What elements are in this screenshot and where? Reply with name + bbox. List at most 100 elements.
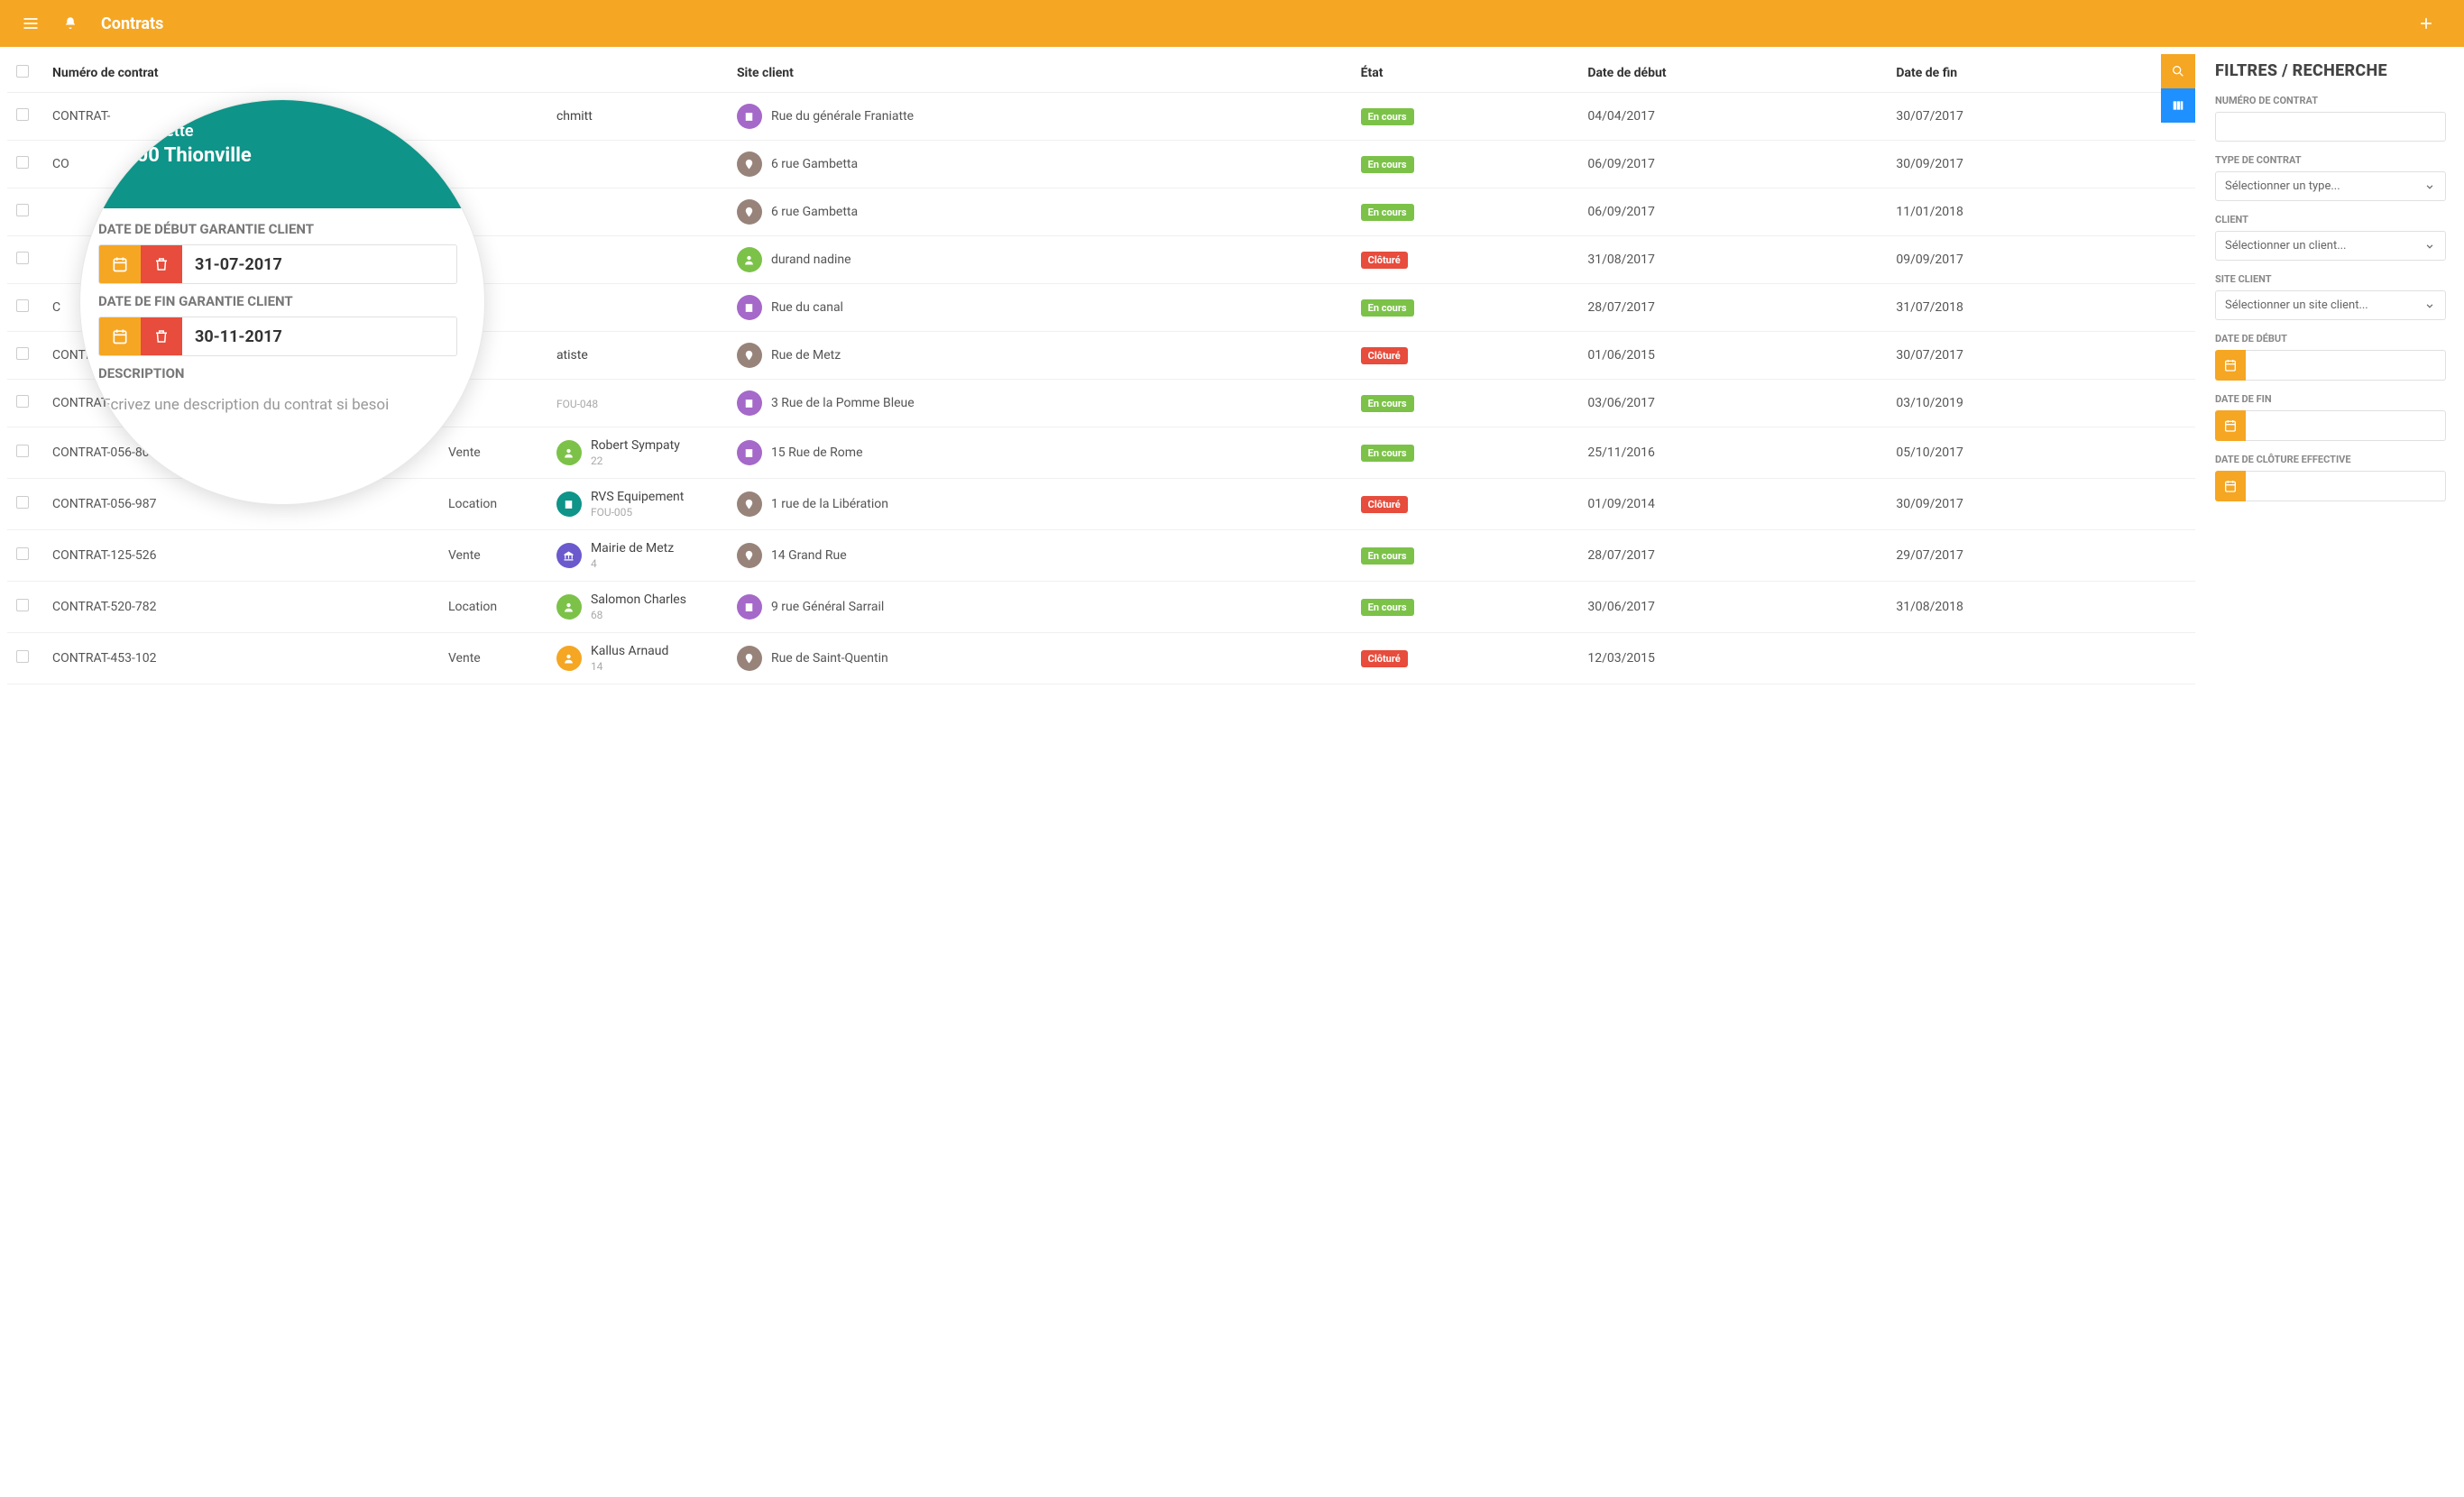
row-checkbox[interactable] [16, 108, 29, 121]
site-icon [737, 199, 762, 225]
filter-cloture-label: DATE DE CLÔTURE EFFECTIVE [2215, 454, 2446, 465]
magnifier-debut-clear-button[interactable] [141, 245, 182, 283]
client-icon [556, 594, 582, 620]
site-name: Rue de Saint-Quentin [771, 651, 888, 666]
notifications-button[interactable] [54, 7, 87, 40]
row-checkbox[interactable] [16, 299, 29, 312]
filter-num-input[interactable] [2215, 112, 2446, 142]
cell-fin: 31/07/2018 [1887, 284, 2159, 332]
magnifier-fin-calendar-button[interactable] [99, 317, 141, 355]
magnifier-fin-clear-button[interactable] [141, 317, 182, 355]
cell-num: CONTRAT-453-102 [43, 633, 439, 684]
client-name: Mairie de Metz [591, 541, 674, 556]
magnifier-fin-label: DATE DE FIN GARANTIE CLIENT [98, 293, 457, 309]
calendar-icon [111, 255, 129, 273]
chevron-down-icon [2423, 299, 2436, 312]
site-icon [737, 295, 762, 320]
site-name: 9 rue Général Sarrail [771, 600, 884, 614]
filter-client-select[interactable]: Sélectionner un client... [2215, 231, 2446, 261]
site-name: 6 rue Gambetta [771, 157, 858, 171]
row-checkbox[interactable] [16, 156, 29, 169]
client-sub: 4 [591, 557, 674, 570]
status-badge: En cours [1361, 547, 1414, 565]
filter-site-select[interactable]: Sélectionner un site client... [2215, 290, 2446, 320]
site-icon [737, 543, 762, 568]
cell-fin: 30/07/2017 [1887, 93, 2159, 141]
trash-icon [153, 256, 170, 272]
col-num: Numéro de contrat [43, 54, 439, 93]
row-checkbox[interactable] [16, 252, 29, 264]
table-row[interactable]: CONTRAT-453-102 Vente Kallus Arnaud 14 R… [7, 633, 2195, 684]
cell-debut: 06/09/2017 [1578, 188, 1887, 236]
site-name: 3 Rue de la Pomme Bleue [771, 396, 915, 410]
row-checkbox[interactable] [16, 599, 29, 611]
site-icon [737, 491, 762, 517]
filter-fin-calendar-button[interactable] [2215, 410, 2246, 441]
table-row[interactable]: CONTRAT-520-782 Location Salomon Charles… [7, 582, 2195, 633]
menu-button[interactable] [14, 7, 47, 40]
row-checkbox[interactable] [16, 650, 29, 663]
client-sub: FOU-005 [591, 506, 684, 519]
trash-icon [153, 328, 170, 344]
select-all-checkbox[interactable] [16, 65, 29, 78]
row-checkbox[interactable] [16, 496, 29, 509]
client-icon [556, 543, 582, 568]
search-button[interactable] [2161, 54, 2195, 88]
row-checkbox[interactable] [16, 395, 29, 408]
row-checkbox[interactable] [16, 204, 29, 216]
cell-fin: 09/09/2017 [1887, 236, 2159, 284]
cell-fin: 11/01/2018 [1887, 188, 2159, 236]
client-name: chmitt [556, 109, 593, 124]
cell-type: Vente [439, 427, 547, 479]
filter-debut-calendar-button[interactable] [2215, 350, 2246, 381]
add-button[interactable] [2410, 7, 2442, 40]
site-name: 14 Grand Rue [771, 548, 847, 563]
status-badge: En cours [1361, 156, 1414, 173]
magnifier-overlay: Lafayette 100 Thionville DATE DE DÉBUT G… [79, 99, 485, 505]
cell-num: CONTRAT-520-782 [43, 582, 439, 633]
calendar-icon [111, 327, 129, 345]
filter-debut-input[interactable] [2246, 350, 2446, 381]
columns-button[interactable] [2161, 88, 2195, 123]
filter-cloture-calendar-button[interactable] [2215, 471, 2246, 501]
status-badge: En cours [1361, 395, 1414, 412]
status-badge: Clôturé [1361, 252, 1408, 269]
filter-fin-input[interactable] [2246, 410, 2446, 441]
magnifier-desc-placeholder[interactable]: Ecrivez une description du contrat si be… [98, 389, 457, 421]
plus-icon [2417, 14, 2435, 32]
row-checkbox[interactable] [16, 547, 29, 560]
filter-num-label: NUMÉRO DE CONTRAT [2215, 95, 2446, 106]
table-row[interactable]: CONTRAT-125-526 Vente Mairie de Metz 4 1… [7, 530, 2195, 582]
menu-icon [22, 14, 40, 32]
status-badge: En cours [1361, 204, 1414, 221]
magnifier-desc-label: DESCRIPTION [98, 365, 457, 381]
filter-cloture-input[interactable] [2246, 471, 2446, 501]
site-icon [737, 247, 762, 272]
status-badge: Clôturé [1361, 496, 1408, 513]
cell-fin: 30/09/2017 [1887, 479, 2159, 530]
cell-type [439, 141, 547, 188]
status-badge: En cours [1361, 299, 1414, 317]
site-icon [737, 390, 762, 416]
cell-fin: 03/10/2019 [1887, 380, 2159, 427]
magnifier-debut-value: 31-07-2017 [182, 245, 456, 283]
client-icon [556, 491, 582, 517]
row-checkbox[interactable] [16, 347, 29, 360]
filter-site-label: SITE CLIENT [2215, 273, 2446, 285]
magnifier-fin-value: 30-11-2017 [182, 317, 456, 355]
contracts-table-wrap: Numéro de contrat Site client État Date … [7, 54, 2195, 684]
columns-icon [2171, 98, 2185, 113]
site-icon [737, 343, 762, 368]
magnifier-debut-label: DATE DE DÉBUT GARANTIE CLIENT [98, 221, 457, 237]
magnifier-debut-calendar-button[interactable] [99, 245, 141, 283]
client-name: Robert Sympaty [591, 438, 680, 453]
bell-icon [62, 15, 78, 32]
client-name: atiste [556, 348, 588, 363]
site-icon [737, 152, 762, 177]
cell-debut: 01/06/2015 [1578, 332, 1887, 380]
cell-type: Vente [439, 633, 547, 684]
client-icon [556, 646, 582, 671]
client-name: Kallus Arnaud [591, 644, 668, 658]
filter-type-select[interactable]: Sélectionner un type... [2215, 171, 2446, 201]
row-checkbox[interactable] [16, 445, 29, 457]
